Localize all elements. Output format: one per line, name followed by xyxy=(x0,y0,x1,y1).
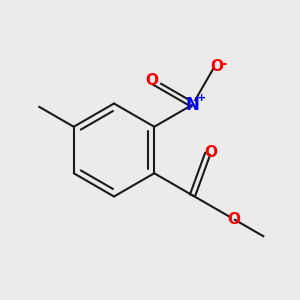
Text: N: N xyxy=(186,96,200,114)
Text: O: O xyxy=(145,73,158,88)
Text: O: O xyxy=(205,145,218,160)
Text: O: O xyxy=(227,212,240,227)
Text: -: - xyxy=(220,56,227,71)
Text: +: + xyxy=(197,93,206,103)
Text: O: O xyxy=(210,59,223,74)
